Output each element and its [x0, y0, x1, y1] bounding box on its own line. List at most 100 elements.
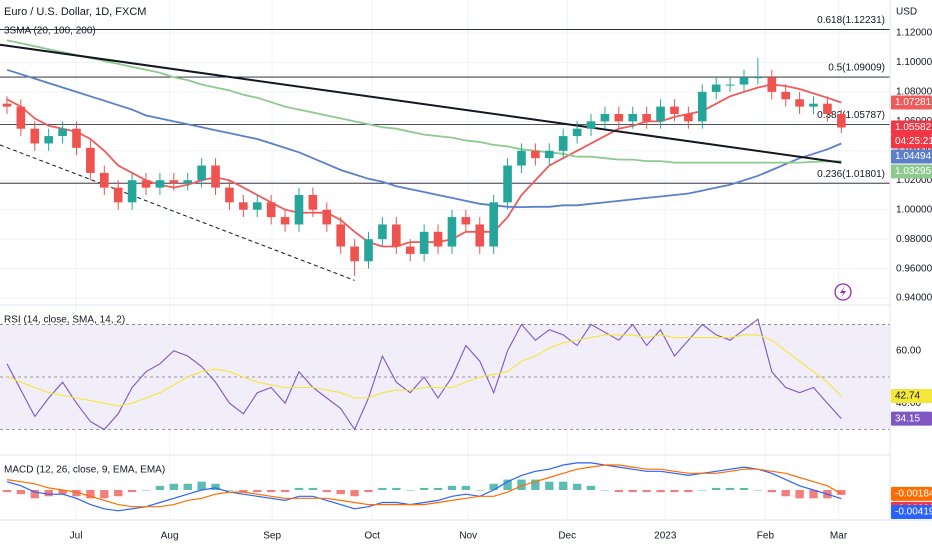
countdown-label: 04:25:21 — [895, 136, 932, 147]
histogram-bar — [308, 487, 318, 490]
candle-body — [252, 202, 262, 210]
candle-body — [72, 128, 81, 148]
histogram-bar — [58, 490, 67, 495]
x-tick-label: Nov — [459, 531, 477, 542]
candle-body — [336, 224, 346, 247]
candle-body — [113, 187, 123, 203]
histogram-bar — [656, 490, 665, 493]
histogram-bar — [781, 490, 790, 497]
histogram-bar — [350, 490, 359, 497]
candle-body — [781, 91, 791, 100]
fib-label: 0.5(1.09009) — [828, 63, 885, 74]
histogram-bar — [586, 485, 596, 490]
candle-body — [58, 128, 67, 137]
candle-body — [642, 113, 651, 122]
histogram-bar — [809, 490, 818, 499]
histogram-bar — [155, 485, 165, 490]
price-tag — [891, 164, 932, 179]
y-tick-label: 0.96000 — [896, 263, 932, 274]
histogram-bar — [2, 490, 12, 493]
fib-label: 0.618(1.12231) — [817, 15, 885, 26]
candle-body — [183, 180, 193, 184]
price-tag-label: -0.00184 — [895, 488, 932, 499]
candle-body — [558, 136, 568, 151]
histogram-bar — [767, 490, 776, 493]
histogram-bar — [72, 490, 81, 497]
candle-body — [767, 77, 777, 92]
histogram-bar — [253, 490, 262, 493]
price-tag — [891, 95, 932, 110]
histogram-bar — [44, 490, 53, 497]
histogram-bar — [433, 487, 443, 490]
histogram-bar — [600, 490, 610, 491]
histogram-bar — [461, 485, 471, 490]
histogram-bar — [267, 490, 276, 493]
price-tag-label: 34.15 — [895, 413, 920, 424]
indicator-line — [6, 464, 842, 508]
currency-label: USD — [896, 7, 917, 18]
price-tag — [891, 149, 932, 164]
candle-body — [239, 202, 248, 210]
candle-body — [169, 180, 179, 184]
candle-body — [211, 165, 220, 188]
candle-body — [350, 246, 359, 262]
price-tag — [891, 505, 932, 519]
price-tag — [891, 486, 932, 501]
candle-body — [127, 180, 137, 203]
candle-body — [600, 113, 610, 122]
candle-body — [155, 180, 165, 188]
candle-body — [572, 128, 582, 137]
y-tick-label: 1.02000 — [896, 175, 932, 186]
rsi-title: RSI (14, close, SMA, 14, 2) — [4, 315, 125, 326]
candle-body — [433, 231, 443, 247]
candle-body — [586, 121, 596, 129]
histogram-bar — [475, 490, 484, 491]
x-tick-label: Sep — [263, 531, 281, 542]
y-tick-label: 1.08000 — [896, 87, 932, 98]
candle-body — [447, 217, 457, 247]
candle-body — [405, 246, 415, 254]
candle-body — [30, 128, 40, 144]
candle-body — [614, 113, 624, 122]
price-tag-label: 42.74 — [895, 391, 920, 402]
histogram-bar — [100, 490, 109, 499]
candle-body — [711, 84, 721, 92]
candle-body — [266, 202, 276, 218]
histogram-bar — [531, 479, 540, 490]
candle-body — [280, 217, 290, 225]
histogram-bar — [183, 483, 192, 490]
histogram-bar — [837, 490, 846, 495]
fib-label: 0.236(1.01801) — [817, 169, 885, 180]
histogram-bar — [447, 485, 457, 490]
y-tick-label: 0.94000 — [896, 293, 932, 304]
x-tick-label: Oct — [364, 531, 380, 542]
candle-body — [503, 165, 512, 203]
x-tick-label: Dec — [558, 531, 576, 542]
candle-body — [656, 106, 665, 122]
histogram-bar — [169, 483, 178, 490]
histogram-bar — [197, 481, 206, 490]
histogram-bar — [419, 487, 429, 490]
price-tag — [891, 389, 932, 404]
histogram-bar — [684, 490, 693, 493]
histogram-bar — [545, 481, 554, 490]
candle-body — [16, 106, 26, 129]
indicator-line — [6, 68, 842, 209]
candle-body — [225, 187, 234, 203]
histogram-bar — [392, 487, 401, 490]
histogram-bar — [614, 490, 623, 493]
histogram-bar — [753, 490, 763, 491]
histogram-bar — [30, 490, 39, 499]
candle-body — [419, 231, 429, 254]
candle-body — [461, 217, 471, 225]
x-tick-label: Feb — [757, 531, 775, 542]
histogram-bar — [517, 479, 526, 490]
histogram-bar — [322, 490, 331, 493]
alert-icon[interactable] — [834, 283, 852, 301]
x-tick-label: 2023 — [654, 531, 677, 542]
candle-body — [670, 106, 679, 114]
histogram-bar — [294, 487, 304, 490]
candle-body — [809, 103, 818, 107]
trendline — [0, 43, 842, 164]
